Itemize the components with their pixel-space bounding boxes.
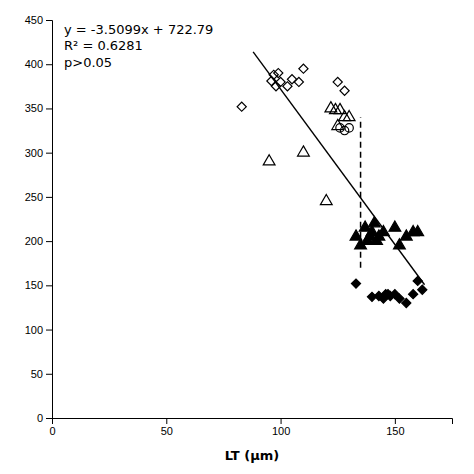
- point-triangle: [389, 221, 401, 231]
- x-tick-mark: [281, 418, 282, 424]
- annotation-line: y = -3.5099x + 722.79: [64, 22, 213, 37]
- y-tick: 300: [25, 147, 52, 159]
- point-triangle-open: [263, 155, 275, 165]
- x-tick: 50: [161, 418, 173, 437]
- y-tick-mark: [46, 330, 52, 331]
- y-tick-mark: [46, 418, 52, 419]
- x-tick-mark: [395, 418, 396, 424]
- y-tick: 100: [25, 324, 52, 336]
- y-tick-label: 150: [25, 279, 43, 291]
- x-axis-title: LT (μm): [225, 448, 280, 463]
- y-tick-label: 0: [37, 412, 43, 424]
- point-diamond-open: [333, 77, 342, 86]
- y-tick: 250: [25, 191, 52, 203]
- y-tick-mark: [46, 153, 52, 154]
- y-tick: 400: [25, 58, 52, 70]
- point-diamond: [413, 276, 422, 285]
- y-axis: 0 50 100 150 200 250 300 350 400 450: [25, 14, 53, 424]
- point-diamond-open: [274, 68, 283, 77]
- y-tick: 50: [31, 368, 52, 380]
- y-tick-mark: [46, 108, 52, 109]
- y-tick-mark: [46, 64, 52, 65]
- x-axis: 0 50 100 150: [49, 418, 452, 437]
- y-tick-label: 200: [25, 235, 43, 247]
- point-diamond-open: [294, 77, 303, 86]
- x-tick: 150: [386, 418, 404, 437]
- point-circle-open: [345, 124, 353, 132]
- plot: 0 50 100 150 0 50 100 150 200 250 300 350 400 450 y = …: [25, 14, 453, 437]
- x-axis-line: [53, 419, 453, 425]
- regression-line: [253, 52, 424, 285]
- y-tick: 200: [25, 235, 52, 247]
- point-triangle: [412, 225, 424, 235]
- x-tick: 100: [272, 418, 290, 437]
- y-tick-mark: [46, 285, 52, 286]
- point-triangle-open: [343, 110, 355, 120]
- point-triangle-open: [298, 146, 310, 156]
- x-tick-label: 50: [161, 425, 173, 437]
- annotation-line: p>0.05: [64, 55, 112, 70]
- point-diamond-open: [237, 102, 246, 111]
- y-tick: 450: [25, 14, 52, 26]
- y-tick-label: 450: [25, 14, 43, 26]
- x-tick: 0: [49, 418, 55, 437]
- point-diamond: [402, 298, 411, 307]
- y-tick-label: 250: [25, 191, 43, 203]
- x-tick-label: 150: [386, 425, 404, 437]
- y-tick-mark: [46, 197, 52, 198]
- point-diamond-open: [340, 86, 349, 95]
- y-tick-mark: [46, 20, 52, 21]
- y-tick-mark: [46, 241, 52, 242]
- y-tick-label: 350: [25, 102, 43, 114]
- x-tick-mark: [166, 418, 167, 424]
- y-tick-label: 300: [25, 147, 43, 159]
- point-triangle: [378, 225, 390, 235]
- point-triangle-open: [320, 195, 332, 205]
- point-diamond: [418, 285, 427, 294]
- y-tick-label: 50: [31, 368, 43, 380]
- point-diamond: [409, 290, 418, 299]
- x-tick-label: 0: [49, 425, 55, 437]
- chart: 0 50 100 150 0 50 100 150 200 250 300 350 400 450 y = …: [0, 0, 474, 474]
- annotation-line: R² = 0.6281: [64, 38, 143, 53]
- y-tick: 0: [37, 412, 52, 424]
- point-diamond-open: [269, 70, 278, 79]
- y-axis-line: [46, 21, 53, 419]
- y-tick-label: 100: [25, 324, 43, 336]
- marks: [237, 52, 427, 308]
- y-tick: 150: [25, 279, 52, 291]
- point-diamond-open: [271, 82, 280, 91]
- point-diamond-open: [299, 64, 308, 73]
- point-triangle: [368, 217, 380, 227]
- y-tick-mark: [46, 374, 52, 375]
- x-tick-label: 100: [272, 425, 290, 437]
- y-tick-label: 400: [25, 58, 43, 70]
- point-diamond: [351, 279, 360, 288]
- annotation: y = -3.5099x + 722.79R² = 0.6281 p>0.05: [64, 22, 213, 70]
- y-tick: 350: [25, 102, 52, 114]
